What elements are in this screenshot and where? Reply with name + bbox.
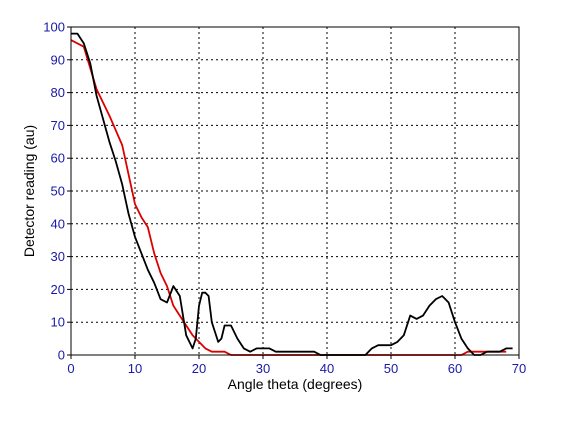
series-0 <box>70 39 507 356</box>
y-tick-label: 70 <box>51 118 65 133</box>
y-tick-label: 80 <box>51 85 65 100</box>
y-tick-label: 60 <box>51 151 65 166</box>
series-line <box>71 32 513 356</box>
y-tick-label: 100 <box>43 20 65 35</box>
y-tick-label: 50 <box>51 184 65 199</box>
series-1 <box>71 32 513 356</box>
y-tick-label: 20 <box>51 282 65 297</box>
x-tick-label: 70 <box>512 361 526 376</box>
y-tick-label: 10 <box>51 315 65 330</box>
x-axis-label: Angle theta (degrees) <box>228 376 363 392</box>
x-tick-label: 50 <box>384 361 398 376</box>
gridlines <box>71 27 519 355</box>
x-tick-label: 10 <box>128 361 142 376</box>
axis-ticks: 0 10 20 30 40 50 60 70 0 10 20 30 40 50 60 70 80 90 100 <box>43 20 526 377</box>
x-tick-label: 40 <box>320 361 334 376</box>
series-lines <box>70 32 513 356</box>
x-tick-label: 20 <box>192 361 206 376</box>
y-tick-label: 90 <box>51 52 65 67</box>
y-tick-label: 30 <box>51 249 65 264</box>
series-line <box>70 39 507 356</box>
y-tick-label: 0 <box>58 348 65 363</box>
x-tick-label: 0 <box>67 361 74 376</box>
y-axis-label: Detector reading (au) <box>21 125 37 257</box>
x-tick-label: 30 <box>256 361 270 376</box>
x-tick-label: 60 <box>448 361 462 376</box>
y-tick-label: 40 <box>51 216 65 231</box>
